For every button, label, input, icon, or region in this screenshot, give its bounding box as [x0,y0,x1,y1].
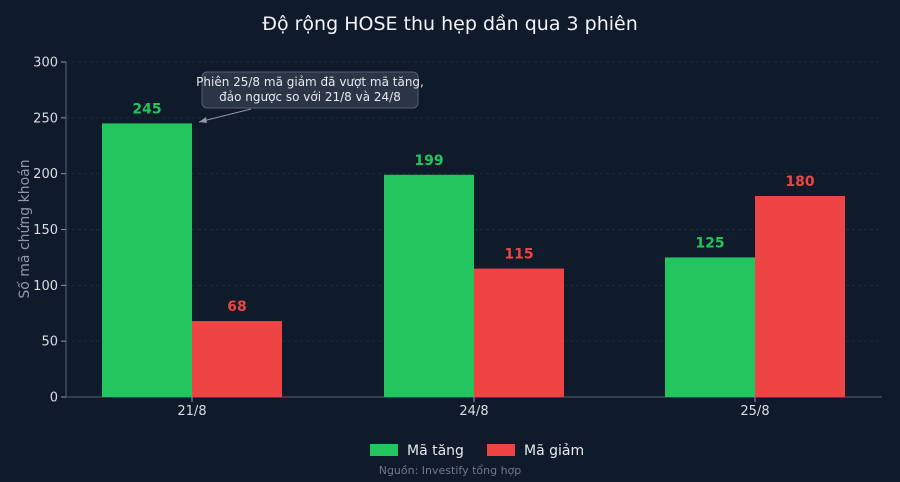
annotation-line-1: Phiên 25/8 mã giảm đã vượt mã tăng, [196,75,424,89]
bar-ma-giam-24-8 [474,268,564,397]
bar-ma-tang-21-8 [102,123,192,398]
bar-ma-giam-25-8 [755,196,845,397]
legend: Mã tăng Mã giảm [370,443,584,459]
y-axis: 0 50 100 150 200 250 300 [33,56,67,406]
value-label-ma-tang: 245 [132,101,161,117]
bars [102,123,845,398]
legend-swatch-ma-tang [370,444,398,456]
source-note: Nguồn: Investify tổng hợp [379,464,522,477]
y-tick-label: 200 [33,167,58,182]
bar-ma-tang-24-8 [384,174,474,397]
bar-ma-tang-25-8 [665,257,755,397]
legend-label-ma-giam: Mã giảm [524,443,584,459]
x-tick-label: 21/8 [177,404,206,419]
x-tick-label: 25/8 [740,404,769,419]
value-label-ma-giam: 180 [785,174,814,190]
value-label-ma-giam: 68 [227,299,246,315]
annotation-arrowhead [199,117,207,123]
value-label-ma-tang: 199 [414,153,443,169]
chart-title: Độ rộng HOSE thu hẹp dần qua 3 phiên [262,13,638,35]
y-tick-label: 100 [33,279,58,294]
annotation-box [201,71,419,109]
annotation-arrow [198,108,252,123]
annotation: Phiên 25/8 mã giảm đã vượt mã tăng, đảo … [196,71,424,123]
y-tick-label: 0 [50,391,58,406]
legend-label-ma-tang: Mã tăng [407,443,464,459]
y-tick-label: 150 [33,223,58,238]
x-tick-label: 24/8 [459,404,488,419]
value-labels: 245 68 199 115 125 180 [132,101,814,315]
value-label-ma-tang: 125 [695,235,724,251]
x-axis: 21/8 24/8 25/8 [66,396,882,419]
value-label-ma-giam: 115 [504,247,533,263]
y-axis-label: Số mã chứng khoán [16,159,33,298]
legend-swatch-ma-giam [487,444,515,456]
y-tick-label: 300 [33,56,58,71]
bar-ma-giam-21-8 [192,321,282,397]
annotation-line-2: đảo ngược so với 21/8 và 24/8 [219,90,401,104]
y-tick-label: 50 [41,335,58,350]
y-tick-label: 250 [33,111,58,126]
